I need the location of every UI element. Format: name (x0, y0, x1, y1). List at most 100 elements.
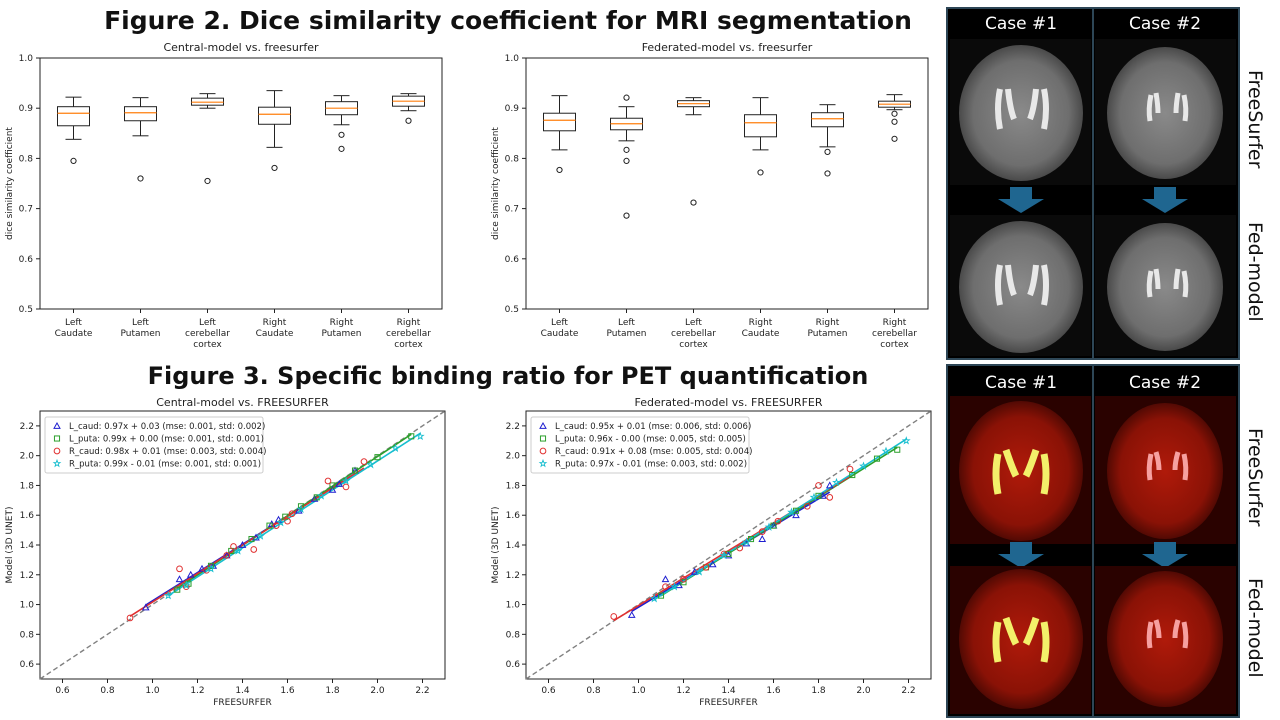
figure3-title: Figure 3. Specific binding ratio for PET… (147, 362, 869, 390)
down-arrow-icon (1142, 187, 1188, 213)
x-tick-label: 2.2 (415, 686, 429, 696)
data-point-circle (826, 494, 834, 501)
x-tick-label: cortex (880, 340, 909, 350)
data-point-triangle (539, 421, 547, 429)
y-tick-label: 2.0 (20, 452, 35, 462)
legend-box (44, 416, 264, 474)
legend-entry: L_puta: 0.99x + 0.00 (mse: 0.001, std: 0… (69, 435, 264, 445)
data-point-star (163, 590, 173, 600)
outlier-point (556, 166, 563, 174)
x-tick-label: 0.6 (55, 686, 70, 696)
data-point-star (881, 446, 891, 455)
x-tick-label: Caudate (55, 329, 93, 339)
y-tick-label: 0.5 (19, 305, 33, 315)
data-point-triangle (328, 485, 337, 493)
pet-row-label-fed-model: Fed-model (1244, 578, 1266, 678)
mri-case2-label: Case #2 (1129, 14, 1201, 34)
outlier-point (405, 117, 412, 124)
data-point-square (680, 579, 687, 586)
data-point-circle (774, 517, 782, 525)
x-tick-label: Right (263, 318, 287, 328)
data-point-square (53, 435, 61, 442)
x-tick-label: 1.4 (235, 686, 250, 696)
data-point-square (248, 535, 255, 543)
data-point-triangle (186, 570, 195, 578)
mri-image-grid: Case #1 Case #2 (950, 9, 1236, 358)
data-point-star (719, 550, 729, 560)
outlier-point (338, 131, 345, 138)
data-point-star (256, 531, 265, 540)
outlier-point (824, 148, 831, 155)
box-plot-central: Central-model vs. freesurfer 0.5 0.6 0.7 0.8… (5, 41, 443, 350)
x-tick-label: Putamen (807, 329, 847, 339)
y-tick-label: 2.0 (506, 452, 521, 462)
legend-entry: L_caud: 0.95x + 0.01 (mse: 0.006, std: 0… (555, 422, 751, 432)
outlier-point (204, 177, 211, 185)
outlier-point (338, 145, 345, 152)
data-point-circle (176, 565, 183, 573)
regression-line (129, 467, 365, 617)
x-tick-label: 1.4 (721, 686, 736, 696)
x-tick-label: 0.8 (586, 686, 601, 696)
data-point-circle (223, 552, 231, 559)
data-point-circle (126, 614, 134, 622)
data-point-square (297, 503, 305, 510)
y-tick-label: 0.8 (505, 154, 520, 164)
x-tick-label: Left (618, 318, 635, 328)
outlier-point (623, 157, 630, 165)
x-tick-label: Putamen (606, 329, 646, 339)
mri-brain-image (959, 221, 1083, 353)
data-point-circle (680, 575, 687, 583)
x-tick-label: 1.8 (325, 686, 340, 696)
x-tick-label: cerebellar (872, 329, 917, 339)
y-tick-label: 1.6 (20, 511, 35, 521)
box (124, 106, 157, 122)
data-point-square (539, 435, 547, 442)
data-point-star (415, 431, 425, 441)
data-point-circle (288, 510, 296, 518)
y-tick-label: 2.2 (20, 422, 34, 432)
data-point-triangle (294, 506, 303, 514)
x-tick-label: 1.8 (811, 686, 826, 696)
mri-case1-label: Case #1 (985, 14, 1057, 34)
plot-frame (39, 57, 443, 310)
data-point-circle (360, 458, 368, 465)
outlier-point (891, 135, 898, 142)
segmentation-overlay (992, 616, 1050, 663)
box (57, 106, 90, 127)
outlier-point (70, 157, 77, 165)
data-point-triangle (310, 494, 319, 502)
down-arrow-icon (998, 542, 1044, 568)
y-tick-label: 1.6 (506, 511, 521, 521)
x-tick-label: cerebellar (671, 329, 716, 339)
pet-row-label-freesurfer: FreeSurfer (1244, 428, 1266, 527)
x-tick-label: 2.2 (901, 686, 915, 696)
data-point-square (657, 592, 665, 599)
data-point-star (670, 582, 679, 591)
data-point-triangle (335, 479, 344, 487)
data-point-star (52, 458, 62, 468)
x-tick-label: 1.6 (766, 686, 781, 696)
pet-brain-image (1107, 571, 1223, 707)
data-point-star (742, 537, 751, 546)
x-tick-label: Left (551, 318, 568, 328)
x-tick-label: cortex (193, 340, 222, 350)
outlier-point (891, 110, 898, 117)
x-axis-label: FREESURFER (699, 698, 757, 708)
data-point-star (366, 459, 376, 469)
mri-brain-image (1107, 223, 1223, 351)
y-tick-label: 1.0 (20, 601, 35, 611)
x-tick-label: 1.2 (190, 686, 204, 696)
box (543, 112, 576, 132)
figure2-title: Figure 2. Dice similarity coefficient fo… (104, 6, 912, 35)
x-tick-label: 0.8 (100, 686, 115, 696)
mri-row-label-freesurfer: FreeSurfer (1244, 70, 1266, 169)
y-tick-label: 0.6 (20, 660, 35, 670)
data-point-triangle (627, 610, 636, 618)
data-point-square (174, 586, 181, 593)
pet-brain-image (959, 569, 1083, 709)
pet-brain-image (959, 401, 1083, 541)
y-tick-label: 0.6 (19, 255, 34, 265)
y-tick-label: 0.5 (505, 305, 519, 315)
x-tick-label: Right (883, 318, 907, 328)
